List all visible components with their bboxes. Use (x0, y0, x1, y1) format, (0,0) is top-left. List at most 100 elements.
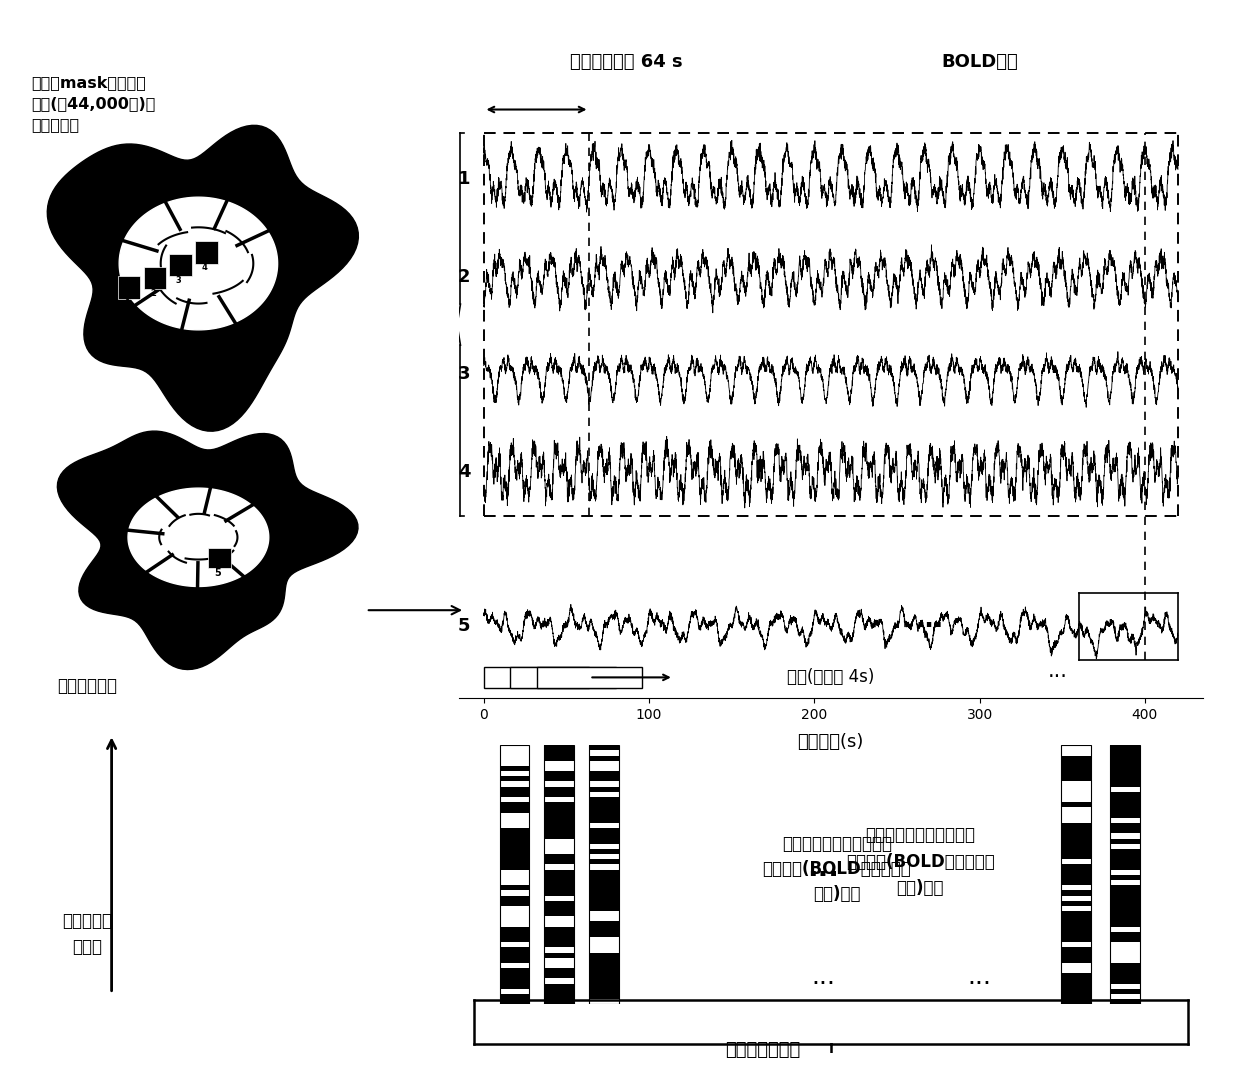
Bar (589, 869, 619, 875)
Bar (544, 968, 574, 973)
Bar (589, 921, 619, 927)
Bar (544, 838, 574, 843)
Text: 在灰质mask内的其他
体素(约44,000个)作
为度量特征: 在灰质mask内的其他 体素(约44,000个)作 为度量特征 (31, 76, 155, 133)
Bar (1110, 797, 1140, 802)
Bar (1061, 760, 1091, 766)
Bar (544, 942, 574, 947)
Bar (589, 828, 619, 834)
Bar (500, 818, 529, 823)
Bar (1110, 921, 1140, 927)
Bar (1061, 875, 1091, 880)
Bar (544, 890, 574, 895)
Text: 5: 5 (215, 568, 221, 578)
Bar (500, 760, 529, 766)
Bar (1110, 786, 1140, 792)
Bar (500, 812, 529, 818)
Bar (1061, 860, 1091, 864)
Bar (1061, 818, 1091, 823)
Bar (1061, 953, 1091, 958)
Bar (589, 756, 619, 760)
Bar (544, 984, 574, 989)
Bar (1110, 963, 1140, 968)
Bar (1110, 890, 1140, 895)
Bar (544, 751, 574, 756)
Bar (1110, 782, 1140, 786)
Bar (544, 823, 574, 828)
Bar (1110, 978, 1140, 984)
Bar (589, 984, 619, 989)
Bar (589, 994, 619, 999)
Bar (589, 901, 619, 906)
Bar (1110, 916, 1140, 921)
Bar (500, 999, 529, 1004)
Polygon shape (119, 198, 278, 329)
Bar (500, 808, 529, 812)
Bar (500, 786, 529, 792)
Bar (544, 771, 574, 777)
Text: 4: 4 (458, 463, 470, 481)
X-axis label: 时间进程(s): 时间进程(s) (797, 732, 864, 751)
Bar (500, 777, 529, 782)
Bar (1061, 963, 1091, 968)
Bar (1061, 808, 1091, 812)
Bar (589, 968, 619, 973)
Bar (1110, 808, 1140, 812)
Bar (500, 886, 529, 890)
Bar (1061, 751, 1091, 756)
Bar (1110, 999, 1140, 1004)
Bar (589, 999, 619, 1004)
Bar (589, 937, 619, 942)
Bar (1061, 834, 1091, 838)
Bar (500, 989, 529, 994)
Bar (500, 792, 529, 797)
Bar (589, 860, 619, 864)
Bar (544, 937, 574, 942)
Bar (1110, 984, 1140, 989)
Bar (1110, 994, 1140, 999)
Bar (500, 947, 529, 953)
Bar (589, 963, 619, 968)
Bar (500, 953, 529, 958)
Bar (544, 947, 574, 953)
Text: 1: 1 (124, 299, 130, 308)
Bar (500, 927, 529, 932)
Bar (589, 751, 619, 756)
Bar (1061, 745, 1091, 751)
Bar (1110, 901, 1140, 906)
Bar (589, 947, 619, 953)
Bar (544, 906, 574, 912)
Bar (589, 745, 619, 1004)
Bar (589, 792, 619, 797)
Bar (544, 777, 574, 782)
Bar (589, 823, 619, 828)
Text: 3: 3 (458, 365, 470, 383)
Bar (500, 745, 529, 1004)
Bar (589, 916, 619, 921)
Bar (589, 880, 619, 886)
Bar (589, 802, 619, 808)
Bar (118, 276, 140, 299)
Bar (1110, 849, 1140, 854)
Bar (500, 782, 529, 786)
Bar (170, 254, 192, 276)
Bar (1110, 843, 1140, 849)
Bar (1110, 880, 1140, 886)
Bar (544, 978, 574, 984)
Text: 滑动(步长： 4s): 滑动(步长： 4s) (787, 669, 874, 687)
Bar (500, 843, 529, 849)
Bar (589, 760, 619, 766)
Bar (589, 786, 619, 792)
Bar (1061, 912, 1091, 916)
Bar (1061, 869, 1091, 875)
Bar (1061, 849, 1091, 854)
Bar (1110, 958, 1140, 963)
Bar (1110, 766, 1140, 771)
Bar (589, 864, 619, 869)
Bar (589, 745, 619, 751)
Bar (544, 808, 574, 812)
Bar (589, 978, 619, 984)
Bar (1061, 947, 1091, 953)
Text: 2: 2 (458, 268, 470, 286)
Bar (589, 932, 619, 937)
Bar (208, 549, 231, 568)
